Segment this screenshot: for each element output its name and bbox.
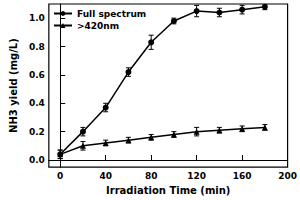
svg-text:0.4: 0.4 [29,98,45,108]
svg-text:120: 120 [187,171,206,181]
svg-text:Full spectrum: Full spectrum [77,9,146,19]
svg-text:200: 200 [278,171,297,181]
svg-text:0: 0 [57,171,63,181]
svg-text:80: 80 [145,171,158,181]
svg-text:1.0: 1.0 [29,13,45,23]
svg-text:0.0: 0.0 [29,155,45,165]
svg-text:>420nm: >420nm [77,21,119,31]
svg-text:40: 40 [99,171,112,181]
svg-text:0.2: 0.2 [29,127,45,137]
svg-text:0.8: 0.8 [29,42,45,52]
svg-text:160: 160 [233,171,252,181]
svg-text:Irradiation Time (min): Irradiation Time (min) [106,185,230,196]
svg-text:NH3 yield (mg/L): NH3 yield (mg/L) [8,38,19,133]
svg-text:0.6: 0.6 [29,70,45,80]
